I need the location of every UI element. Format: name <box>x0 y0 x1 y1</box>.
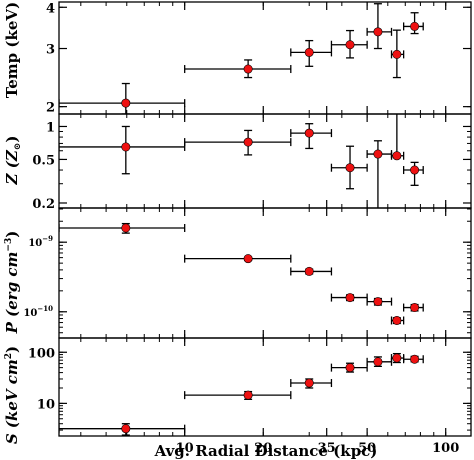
x-axis-title: Avg. Radial Distance (kpc) <box>154 442 378 460</box>
temperature-panel: 2 3 4 <box>46 1 472 116</box>
data-point <box>243 64 253 74</box>
ylabel-temperature: Temp (keV) <box>3 2 21 98</box>
data-point <box>345 293 355 303</box>
data-point <box>345 40 355 50</box>
ylabel-abundance: Z (Z⊙) <box>3 136 23 186</box>
data-point <box>345 163 355 173</box>
data-point <box>410 354 420 364</box>
data-point <box>121 424 131 434</box>
y-tick-label: 0.2 <box>32 197 55 212</box>
data-point <box>410 21 420 31</box>
data-point <box>373 297 383 307</box>
data-point <box>373 357 383 367</box>
data-point <box>243 137 253 147</box>
data-point <box>410 165 420 175</box>
y-tick-label: 4 <box>46 1 55 16</box>
data-point <box>121 98 131 108</box>
data-point <box>345 363 355 373</box>
panel-frame <box>58 1 472 115</box>
x-tick-label: 35 <box>318 441 336 456</box>
data-point <box>121 142 131 152</box>
x-tick-label: 20 <box>254 441 272 456</box>
x-tick-label: 50 <box>358 441 376 456</box>
data-point <box>410 303 420 313</box>
data-point <box>243 254 253 264</box>
data-point <box>392 315 402 325</box>
panel-frame <box>58 337 472 437</box>
panel-frame <box>58 113 472 209</box>
y-tick-label: 0.5 <box>32 153 55 168</box>
ylabel-pressure: P (erg cm−3) <box>3 231 21 335</box>
abundance-panel: 0.2 0.5 1 <box>32 113 472 212</box>
data-point <box>304 128 314 138</box>
y-tick-label: 1 <box>46 120 55 135</box>
data-point <box>373 149 383 159</box>
data-point <box>304 378 314 388</box>
y-tick-label: 10−10 <box>23 304 53 319</box>
x-tick-label: 100 <box>432 441 459 456</box>
y-tick-label: 3 <box>46 43 55 58</box>
data-point <box>121 223 131 233</box>
x-tick-label: 10 <box>176 441 194 456</box>
y-tick-label: 2 <box>46 101 55 116</box>
y-tick-label: 100 <box>28 346 55 361</box>
data-point <box>304 266 314 276</box>
data-series <box>59 114 424 208</box>
y-tick-label: 10 <box>37 397 55 412</box>
data-point <box>392 353 402 363</box>
data-point <box>392 151 402 161</box>
y-tick-label: 10−9 <box>28 234 53 249</box>
data-point <box>304 47 314 57</box>
data-series <box>59 3 424 114</box>
entropy-panel: 10 100 10 20 35 50 100 <box>28 337 472 456</box>
pressure-panel: 10−10 10−9 <box>23 207 472 339</box>
data-point <box>243 390 253 400</box>
data-series <box>59 222 424 325</box>
ylabel-entropy: S (keV cm2) <box>3 346 21 444</box>
data-series <box>59 352 424 436</box>
data-point <box>392 49 402 59</box>
data-point <box>373 27 383 37</box>
